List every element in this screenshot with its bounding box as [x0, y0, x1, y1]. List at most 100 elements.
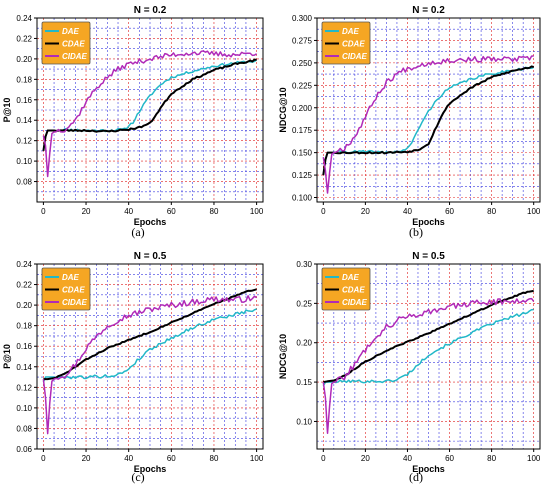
y-tick-label: 0.16	[16, 342, 32, 351]
panel-caption-d: (d)	[409, 470, 423, 484]
legend: DAE CDAE CIDAE	[41, 267, 91, 311]
legend: DAE CDAE CIDAE	[41, 21, 91, 65]
panel-caption-a: (a)	[131, 225, 145, 239]
legend-label: CDAE	[342, 40, 365, 49]
y-tick-label: 0.175	[292, 126, 313, 135]
legend-label: CIDAE	[62, 298, 88, 307]
series-line-dae	[42, 308, 257, 383]
series-group	[42, 50, 258, 178]
series-line-cdae	[322, 65, 534, 176]
x-tick-label: 20	[361, 454, 370, 463]
legend: DAE CDAE CIDAE	[321, 21, 371, 65]
y-tick-label: 0.20	[296, 339, 312, 348]
chart-title: N = 0.2	[412, 5, 445, 16]
panel-caption-c: (c)	[131, 470, 145, 484]
x-axis-label: Epochs	[412, 217, 445, 227]
chart-panel-d: 0 20 40 60 80 100 0.10 0.15 0.20 0.25 0.30 N = 0.5 E…	[278, 251, 541, 474]
y-tick-label: 0.225	[292, 81, 313, 90]
grid	[37, 18, 263, 202]
legend-label: CDAE	[62, 286, 85, 295]
y-tick-label: 0.150	[292, 149, 313, 158]
x-tick-label: 0	[41, 454, 46, 463]
legend-label: DAE	[62, 273, 80, 282]
chart-title: N = 0.5	[134, 251, 167, 262]
x-axis-label: Epochs	[412, 464, 445, 474]
y-tick-label: 0.14	[16, 116, 32, 125]
legend: DAE CDAE CIDAE	[321, 267, 371, 311]
x-tick-label: 100	[527, 207, 541, 216]
x-axis-label: Epochs	[134, 464, 167, 474]
x-tick-label: 0	[41, 207, 46, 216]
x-tick-label: 0	[321, 454, 326, 463]
chart-panel-c: 0 20 40 60 80 100 0.06 0.08 0.10 0.12 0.14 0.16 0.18…	[2, 251, 264, 474]
y-tick-label: 0.12	[16, 383, 32, 392]
y-axis-label: P@10	[2, 344, 12, 369]
chart-title: N = 0.2	[134, 5, 167, 16]
x-tick-label: 60	[445, 207, 454, 216]
legend-label: DAE	[342, 27, 360, 36]
x-tick-label: 100	[250, 207, 264, 216]
y-tick-label: 0.18	[16, 75, 32, 84]
y-tick-label: 0.300	[292, 14, 313, 23]
y-tick-label: 0.20	[16, 55, 32, 64]
x-tick-label: 0	[321, 207, 326, 216]
x-tick-label: 80	[210, 454, 219, 463]
y-tick-label: 0.08	[16, 424, 32, 433]
y-tick-label: 0.08	[16, 178, 32, 187]
series-group	[322, 289, 535, 435]
x-tick-label: 80	[210, 207, 219, 216]
grid	[37, 264, 263, 449]
x-tick-label: 20	[361, 207, 370, 216]
legend-label: CDAE	[62, 40, 85, 49]
series-line-cidae	[322, 55, 534, 194]
chart-panel-a: 0 20 40 60 80 100 0.08 0.10 0.12 0.14 0.16 0.18 0.20…	[2, 5, 264, 227]
legend-box	[321, 21, 371, 65]
x-tick-label: 60	[445, 454, 454, 463]
series-line-cdae	[42, 58, 257, 152]
x-tick-label: 100	[250, 454, 264, 463]
x-tick-label: 60	[167, 207, 176, 216]
x-tick-label: 20	[82, 207, 91, 216]
y-tick-label: 0.16	[16, 96, 32, 105]
legend-label: CIDAE	[342, 52, 368, 61]
y-tick-label: 0.24	[16, 260, 32, 269]
y-tick-label: 0.14	[16, 363, 32, 372]
y-axis-label: P@10	[2, 98, 12, 123]
y-tick-label: 0.250	[292, 59, 313, 68]
series-line-cdae	[323, 289, 534, 384]
x-tick-label: 60	[167, 454, 176, 463]
chart-title: N = 0.5	[412, 251, 445, 262]
y-axis-label: NDCG@10	[278, 334, 288, 379]
y-tick-label: 0.22	[16, 34, 32, 43]
y-tick-label: 0.25	[296, 299, 312, 308]
legend-label: DAE	[342, 273, 360, 282]
plot-frame	[316, 263, 541, 450]
grid	[317, 18, 540, 202]
legend-box	[41, 21, 91, 65]
x-tick-label: 40	[403, 207, 412, 216]
y-axis-label: NDCG@10	[278, 87, 288, 132]
plot-frame	[316, 17, 541, 203]
series-group	[42, 288, 257, 435]
chart-panel-b: 0 20 40 60 80 100 0.100 0.125 0.150 0.175 0.200 0.2…	[278, 5, 541, 227]
y-tick-label: 0.15	[296, 378, 312, 387]
x-tick-label: 40	[403, 454, 412, 463]
legend-box	[41, 267, 91, 311]
panel-caption-b: (b)	[409, 225, 423, 239]
y-tick-label: 0.10	[16, 157, 32, 166]
y-tick-label: 0.10	[16, 404, 32, 413]
y-tick-label: 0.22	[16, 281, 32, 290]
y-tick-label: 0.20	[16, 301, 32, 310]
y-tick-label: 0.100	[292, 194, 313, 203]
y-tick-label: 0.06	[16, 445, 32, 454]
plot-frame	[36, 263, 264, 450]
y-tick-label: 0.12	[16, 137, 32, 146]
series-line-dae	[322, 66, 535, 176]
series-line-cdae	[43, 288, 257, 381]
x-axis-label: Epochs	[134, 217, 167, 227]
y-tick-label: 0.18	[16, 322, 32, 331]
y-tick-label: 0.24	[16, 14, 32, 23]
series-group	[322, 55, 535, 194]
plot-frame	[36, 17, 264, 203]
